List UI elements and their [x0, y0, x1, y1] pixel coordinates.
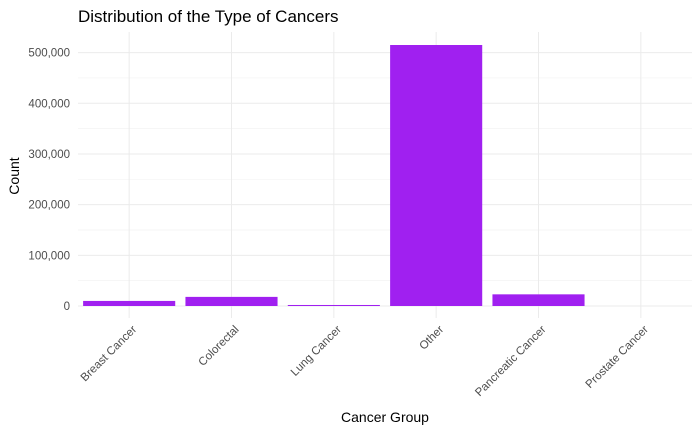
y-tick-label: 100,000	[28, 250, 70, 262]
bar-colorectal	[185, 296, 278, 306]
bars-group	[83, 45, 585, 306]
bar-pancreatic-cancer	[492, 294, 585, 306]
x-tick-label: Pancreatic Cancer	[473, 324, 548, 399]
chart-title: Distribution of the Type of Cancers	[78, 7, 339, 26]
x-tick-label: Breast Cancer	[79, 324, 140, 385]
y-tick-label: 200,000	[28, 200, 70, 212]
y-tick-label: 400,000	[28, 98, 70, 110]
x-tick-label: Lung Cancer	[289, 324, 344, 379]
x-tick-label: Prostate Cancer	[584, 324, 651, 391]
bar-breast-cancer	[83, 300, 176, 306]
y-tick-label: 500,000	[28, 48, 70, 60]
y-tick-label: 300,000	[28, 149, 70, 161]
x-tick-labels: Breast Cancer Colorectal Lung Cancer Other P…	[79, 324, 651, 400]
x-axis-title: Cancer Group	[341, 409, 429, 425]
bar-other	[390, 45, 483, 306]
x-tick-label: Colorectal	[197, 324, 242, 369]
y-tick-labels: 0 100,000 200,000 300,000 400,000 500,000	[28, 48, 70, 313]
x-tick-label: Other	[417, 324, 446, 353]
bar-lung-cancer	[287, 304, 380, 306]
grid-lines	[78, 32, 692, 318]
y-tick-label: 0	[64, 301, 70, 313]
y-axis-title: Count	[6, 157, 22, 194]
